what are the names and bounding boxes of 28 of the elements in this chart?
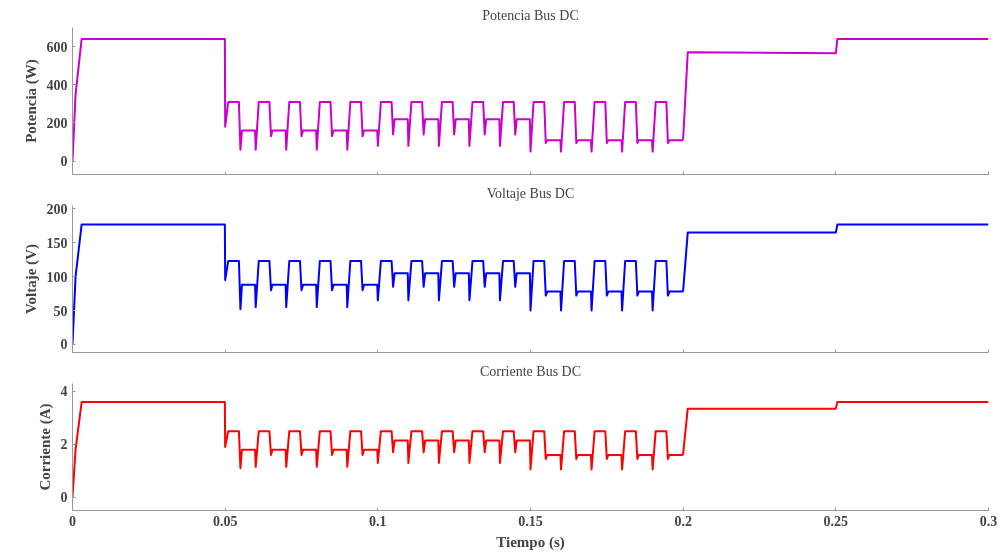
y-tick-label: 0: [60, 154, 68, 170]
y-tick-label: 600: [46, 39, 68, 55]
chart-title: Voltaje Bus DC: [486, 185, 575, 201]
y-tick-label: 0: [60, 337, 68, 353]
x-tick-label: 0.3: [979, 513, 998, 529]
y-tick-label: 200: [46, 115, 68, 131]
y-tick-label: 400: [46, 77, 68, 93]
x-tick-label: 0.25: [823, 513, 849, 529]
y-tick-label: 0: [60, 490, 68, 506]
y-tick-label: 50: [53, 303, 68, 319]
y-axis-title: Voltaje (V): [22, 244, 40, 314]
y-tick-label: 2: [60, 437, 68, 453]
y-tick-label: 4: [60, 384, 68, 400]
x-axis-title: Tiempo (s): [496, 533, 565, 551]
y-axis-title: Corriente (A): [36, 403, 54, 491]
x-tick-label: 0.1: [369, 513, 387, 529]
line-series: [72, 223, 989, 346]
x-tick-label: 0.15: [518, 513, 543, 529]
y-tick-label: 150: [46, 235, 68, 251]
line-series: [72, 37, 989, 163]
chart-title: Potencia Bus DC: [482, 7, 579, 23]
y-axis-title: Potencia (W): [22, 59, 40, 143]
y-tick-label: 200: [46, 201, 68, 217]
chart-title: Corriente Bus DC: [479, 363, 582, 379]
line-series: [72, 401, 989, 499]
y-tick-label: 100: [46, 269, 68, 285]
x-tick-label: 0.2: [674, 513, 692, 529]
x-tick-label: 0.05: [212, 513, 238, 529]
